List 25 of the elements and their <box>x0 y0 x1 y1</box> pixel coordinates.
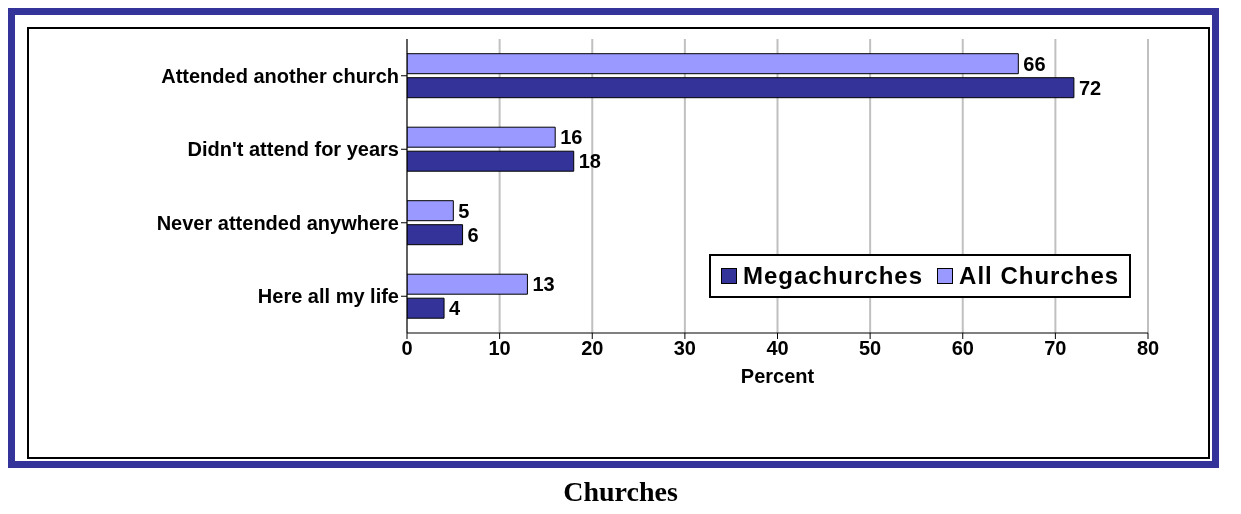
y-tick-label: Never attended anywhere <box>156 211 399 234</box>
y-tick-label: Here all my life <box>257 285 399 308</box>
x-tick-label: 40 <box>766 337 789 360</box>
data-label: 66 <box>1023 52 1046 75</box>
y-tick-label: Didn't attend for years <box>187 138 399 161</box>
x-tick-label: 0 <box>401 337 413 360</box>
data-label: 18 <box>578 150 601 173</box>
data-label: 72 <box>1078 76 1102 99</box>
x-tick-label: 80 <box>1136 337 1160 360</box>
data-label: 6 <box>467 223 479 246</box>
data-label: 5 <box>458 199 470 222</box>
text: Churches <box>562 476 679 508</box>
x-tick-label: 30 <box>673 337 696 360</box>
x-tick-label: 60 <box>951 337 974 360</box>
x-axis-title: Percent <box>740 365 815 387</box>
x-tick-label: 10 <box>488 337 511 360</box>
data-label: 16 <box>560 126 583 149</box>
x-tick-label: 70 <box>1044 337 1067 360</box>
x-tick-label: 20 <box>581 337 604 360</box>
y-tick-label: Attended another church <box>161 64 399 87</box>
data-label: 4 <box>449 297 462 320</box>
x-tick-label: 50 <box>859 337 882 360</box>
data-label: 13 <box>532 273 555 296</box>
legend-label: All Churches <box>958 262 1120 290</box>
legend-label: Megachurches <box>742 262 924 290</box>
